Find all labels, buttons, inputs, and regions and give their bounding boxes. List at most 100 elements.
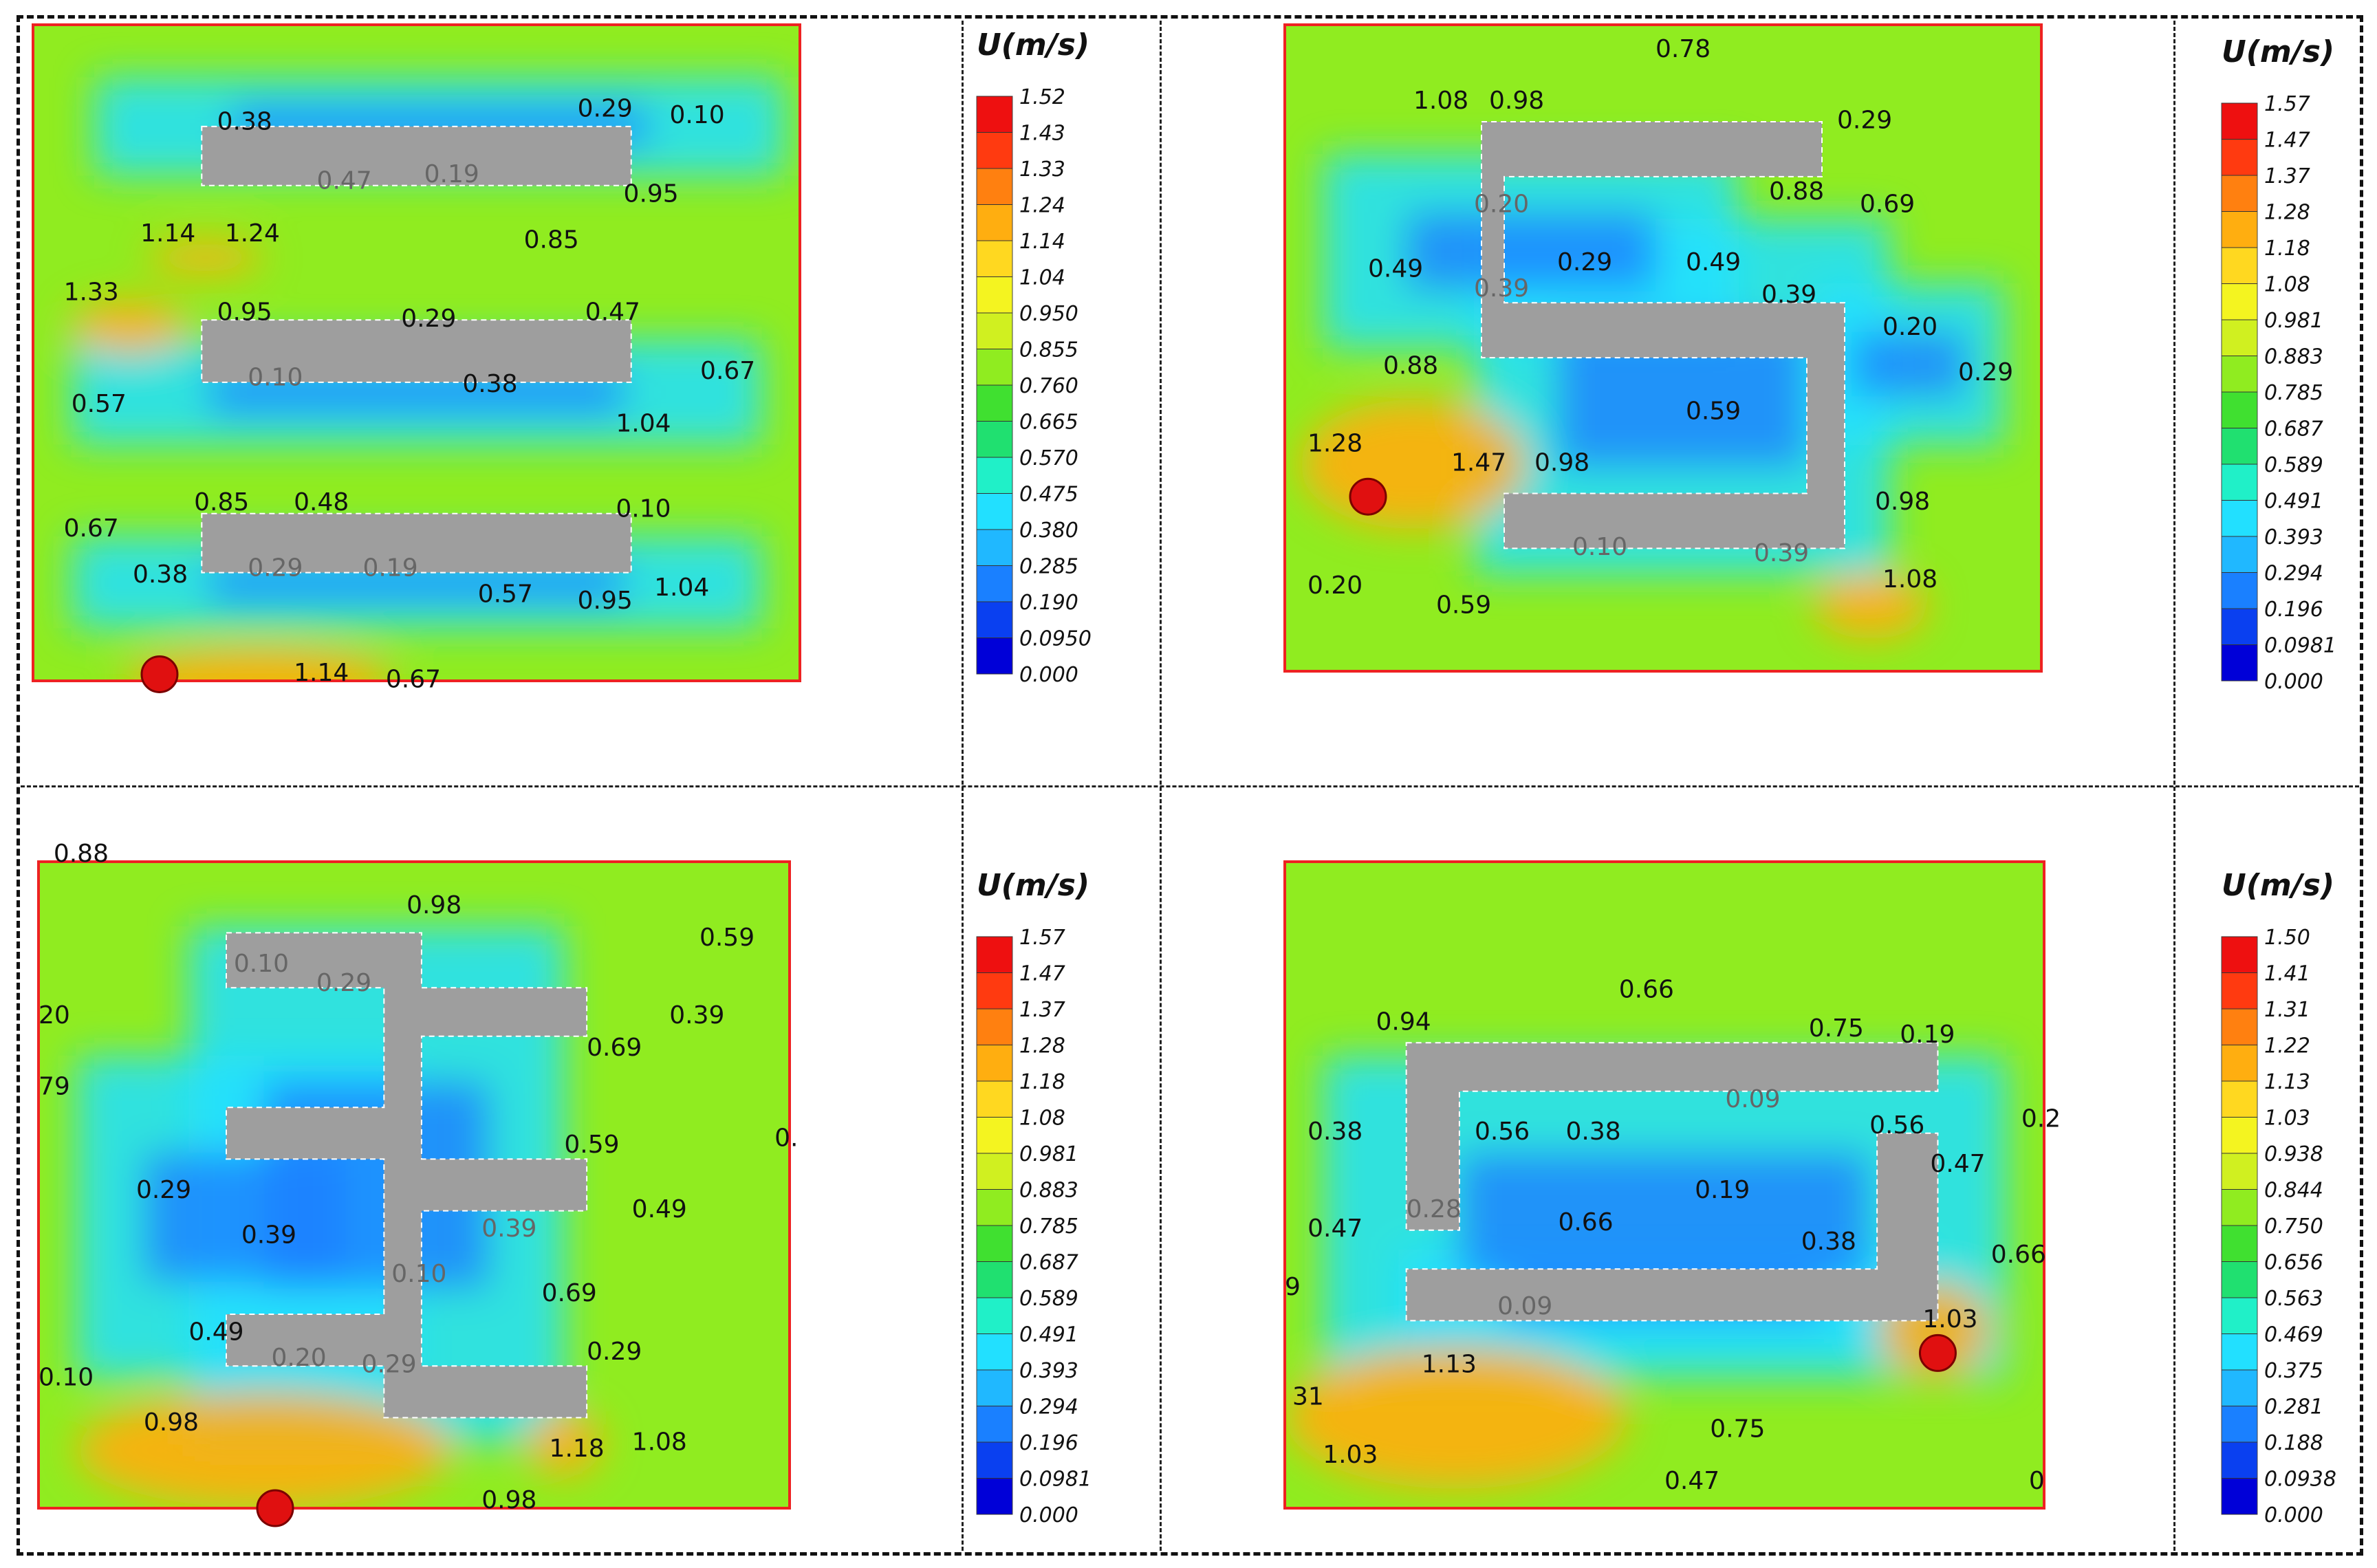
colorbar-tick-label: 1.57: [1019, 926, 1065, 950]
value-label: 0.38: [217, 108, 272, 136]
colorbar-swatch: [2222, 356, 2257, 392]
panel-1-svg: 0.38 0.29 0.10 0.47 0.19 0.95 1.14 1.24 0.85 1.33…: [32, 23, 1092, 694]
colorbar-tick-label: 1.37: [1019, 998, 1065, 1022]
value-label: 0.38: [1565, 1118, 1620, 1146]
value-label: 1.24: [225, 219, 280, 248]
colorbar-swatch: [977, 493, 1012, 530]
value-label: 0.95: [624, 180, 679, 208]
colorbar-tick-label: 1.31: [2264, 998, 2310, 1022]
colorbar-swatch: [977, 1406, 1012, 1442]
value-label: 0.98: [481, 1486, 536, 1514]
colorbar-swatch: [977, 565, 1012, 602]
obstacle: [1405, 1042, 1939, 1231]
legend-title: U(m/s): [2222, 34, 2334, 69]
colorbar-swatch: [2222, 1406, 2257, 1442]
value-label: 1.03: [1323, 1441, 1378, 1469]
colorbar-swatch: [2222, 464, 2257, 501]
colorbar-swatch: [977, 1442, 1012, 1479]
value-label: 0.59: [1436, 591, 1491, 619]
colorbar-swatch: [2222, 1298, 2257, 1334]
obstacle: [226, 932, 588, 1419]
value-label: 0.47: [1664, 1467, 1719, 1495]
high-velocity-region: [71, 300, 186, 353]
value-label: 20: [39, 1001, 70, 1030]
value-label: 1.08: [1882, 565, 1938, 594]
value-label: 0.19: [1900, 1021, 1955, 1049]
colorbar-swatch: [977, 972, 1012, 1009]
value-labels: 0.88 0.98 0.59 0.10 0.29 20 0.39 0.69 79 0.59 0. 0.…: [39, 840, 799, 1527]
legend-title: U(m/s): [2222, 868, 2334, 903]
colorbar-swatch: [2222, 572, 2257, 609]
value-labels: 0.660.94 0.75 0.190.090.20.38 0.56 0.38 0.560…: [1285, 975, 2061, 1494]
value-label: 0.29: [136, 1176, 191, 1204]
colorbar-swatch: [977, 937, 1012, 973]
obstacles: [1481, 121, 1845, 549]
value-label: 0.47: [317, 167, 372, 195]
colorbar-swatch: [2222, 320, 2257, 356]
value-label: 1.08: [632, 1428, 687, 1456]
colorbar-tick-label: 1.03: [2264, 1107, 2310, 1131]
colorbar-swatch: [2222, 1117, 2257, 1153]
colorbar-tick-label: 1.18: [2264, 237, 2310, 261]
value-label: 0.49: [188, 1318, 243, 1347]
colorbar-legend: U(m/s) 1.52 1.43 1.33 1.24 1.14 1.04 0.950 0.855…: [976, 28, 1092, 687]
legend-title: U(m/s): [977, 868, 1089, 903]
value-label: 0.59: [1686, 397, 1741, 425]
colorbar-tick-label: 0.563: [2264, 1287, 2323, 1311]
value-label: 0.67: [700, 357, 755, 385]
colorbar-swatch: [2222, 937, 2257, 973]
colorbar-swatch: [977, 1045, 1012, 1081]
value-label: 0.94: [1376, 1008, 1431, 1036]
value-label: 0.39: [1754, 539, 1809, 567]
panel-1: 0.38 0.29 0.10 0.47 0.19 0.95 1.14 1.24 0.85 1.33…: [0, 0, 1162, 784]
colorbar-tick-label: 0.0981: [1019, 1468, 1092, 1492]
value-label: 0.: [774, 1124, 798, 1153]
domain-border: [32, 23, 801, 682]
source-marker: [1918, 1333, 1957, 1372]
colorbar-swatch: [977, 241, 1012, 277]
low-velocity-core: [1852, 331, 1966, 397]
colorbar-swatch: [977, 1261, 1012, 1298]
colorbar-tick-label: 1.37: [2264, 164, 2310, 188]
obstacles: [201, 125, 632, 574]
domain-border: [1283, 860, 2045, 1510]
value-label: 0.39: [669, 1001, 724, 1030]
panel-2: 0.78 1.08 0.98 0.29 0.20 0.88 0.69 0.49 0.29 0.49…: [1162, 0, 2377, 784]
colorbar-tick-label: 1.14: [1019, 230, 1065, 254]
colorbar-tick-label: 1.13: [2264, 1070, 2310, 1094]
colorbar-tick-label: 0.393: [1019, 1359, 1078, 1383]
value-label: 0.69: [1860, 190, 1915, 219]
legend-title: U(m/s): [977, 28, 1089, 63]
colorbar-tick-label: 1.08: [1019, 1107, 1065, 1131]
value-label: 0.98: [406, 891, 462, 919]
value-label: 0.29: [1837, 106, 1892, 134]
colorbar-swatch: [977, 1009, 1012, 1045]
colorbar-swatch: [977, 1478, 1012, 1514]
colorbar-swatch: [2222, 1189, 2257, 1226]
colorbar-swatch: [2222, 500, 2257, 536]
value-label: 0.56: [1475, 1118, 1530, 1146]
value-label: 0.19: [362, 554, 417, 582]
value-label: 0.69: [587, 1034, 642, 1062]
value-label: 1.04: [654, 574, 709, 602]
colorbar-swatch: [977, 1333, 1012, 1370]
colorbar-swatch: [977, 1117, 1012, 1153]
value-label: 0.19: [1695, 1176, 1750, 1204]
colorbar-tick-label: 0.981: [1019, 1142, 1078, 1166]
value-label: 0.95: [578, 587, 633, 615]
colorbar-swatch: [2222, 1081, 2257, 1118]
value-label: 0.10: [234, 950, 289, 978]
colorbar-tick-label: 0.785: [2264, 381, 2323, 405]
colorbar-tick-label: 0.285: [1019, 555, 1078, 579]
value-label: 0.98: [1534, 449, 1589, 477]
value-label: 0.28: [1407, 1195, 1462, 1223]
colorbar-swatch: [977, 276, 1012, 313]
colorbar-tick-label: 0.000: [1019, 1503, 1078, 1527]
value-label: 0.59: [699, 924, 755, 952]
colorbar-swatch: [2222, 1370, 2257, 1406]
value-label: 0.98: [1875, 488, 1930, 516]
value-label: 0.29: [587, 1338, 642, 1366]
colorbar-swatch: [2222, 1442, 2257, 1479]
colorbar-swatch: [977, 530, 1012, 566]
